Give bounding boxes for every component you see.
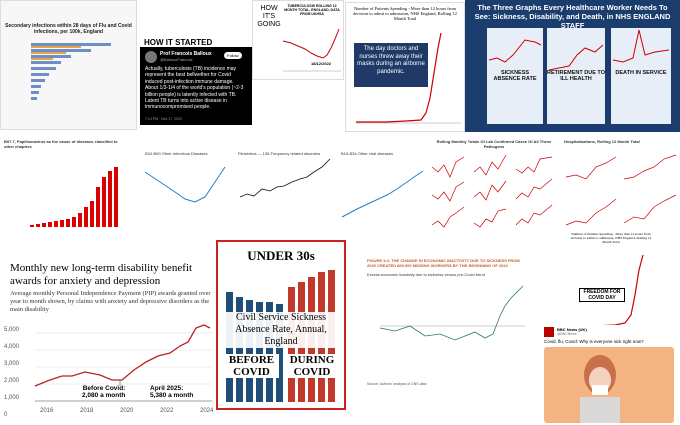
tweet: Prof Francois Balloux @BallouxFrancois F… bbox=[140, 47, 252, 125]
title: Number of Patients Spending - More than … bbox=[570, 232, 652, 244]
panel-label: SICKNESS ABSENCE RATE bbox=[493, 70, 537, 82]
date: 18/12/2022 bbox=[311, 61, 332, 66]
panel-label: RETIREMENT DUE TO ILL HEALTH bbox=[547, 70, 605, 82]
title: Secondary infections within 28 days of F… bbox=[5, 23, 132, 35]
subtitle: Average monthly Personal Independence Pa… bbox=[10, 290, 211, 313]
tick-label: 5,000 bbox=[4, 327, 20, 333]
bars bbox=[30, 167, 118, 227]
pathogens-tile: Rolling Monthly Totals Of Lab Confirmed … bbox=[428, 137, 560, 235]
panel-label: DEATH IN SERVICE bbox=[615, 70, 667, 76]
handle: @BBCNews bbox=[557, 332, 577, 336]
viral-tile: B15-B34 Other viral diseases bbox=[337, 137, 425, 235]
tick-label: 2016 bbox=[40, 408, 54, 414]
during-label: DURING COVID bbox=[284, 354, 340, 378]
before-label: BEFORE COVID bbox=[224, 354, 279, 378]
avatar bbox=[544, 327, 554, 337]
tick-label: 4,000 bbox=[4, 344, 20, 350]
heading: HOW IT'S GOING bbox=[257, 5, 281, 28]
bbc-tile: BBC News (UK) @BBCNews Covid, flu, Covid… bbox=[540, 325, 680, 425]
bars bbox=[31, 43, 111, 100]
tweet-body: Actually, tuberculosis (TB) incidence ma… bbox=[145, 66, 244, 111]
title: B34-B99 Other Infectious Diseases bbox=[145, 151, 208, 156]
papilloma-tile: B97.7, Papillomavirus as the cause of di… bbox=[0, 137, 128, 235]
tick-label: 3,000 bbox=[4, 361, 20, 367]
handle: @BallouxFrancois bbox=[160, 57, 193, 62]
title: TUBERCULOSIS ROLLING 12 MONTH TOTAL, ENG… bbox=[284, 4, 340, 16]
title: Pleisiotrus — 136 Frequency related diso… bbox=[238, 151, 321, 156]
tick-label: 0 bbox=[4, 412, 8, 418]
tick-label: 2,000 bbox=[4, 378, 20, 384]
frequency-tile: Pleisiotrus — 136 Frequency related diso… bbox=[232, 137, 335, 235]
annotation: Before Covid: 2,080 a month bbox=[82, 385, 126, 399]
infections-tile: Secondary infections within 28 days of F… bbox=[0, 0, 137, 130]
callout: The day doctors and nurses threw away th… bbox=[354, 43, 428, 87]
author: Prof Francois Balloux bbox=[160, 51, 212, 57]
title: Rolling Monthly Totals Of Lab Confirmed … bbox=[436, 139, 552, 149]
tb-line bbox=[282, 28, 341, 72]
inactivity-chart bbox=[379, 285, 525, 341]
title: B15-B34 Other viral diseases bbox=[341, 151, 394, 156]
avatar bbox=[145, 51, 157, 63]
subtitle: Excess economic inactivity due to sickne… bbox=[367, 272, 485, 277]
waits-tile: Number of Patients Spending - More than … bbox=[345, 2, 465, 132]
freedom-tile: Number of Patients Spending - More than … bbox=[565, 230, 657, 330]
mini-charts bbox=[431, 154, 553, 228]
title: The Three Graphs Every Healthcare Worker… bbox=[474, 3, 671, 30]
title: Hospitalisations, Rolling 12 Month Total bbox=[564, 139, 640, 144]
tick-label: 2018 bbox=[80, 408, 94, 414]
tb-tile: HOW IT'S GOING TUBERCULOSIS ROLLING 12 M… bbox=[252, 0, 344, 80]
infectious-tile: B34-B99 Other Infectious Diseases bbox=[135, 137, 230, 235]
line bbox=[341, 170, 424, 218]
inactivity-tile: FIGURE 3.4: THE CHANGE IN ECONOMIC INACT… bbox=[365, 256, 530, 391]
title: B97.7, Papillomavirus as the cause of di… bbox=[4, 139, 118, 149]
freedom-line bbox=[569, 254, 644, 327]
title: Civil Service Sickness Absence Rate, Ann… bbox=[224, 312, 338, 348]
heading: HOW IT STARTED bbox=[144, 38, 213, 47]
source: Source: Authors' analysis of ONS data bbox=[367, 382, 427, 386]
annotation: April 2025: 5,380 a month bbox=[150, 385, 194, 399]
line bbox=[144, 166, 226, 203]
hospital-tile: Hospitalisations, Rolling 12 Month Total bbox=[562, 137, 680, 235]
photo bbox=[544, 347, 674, 423]
title: FIGURE 3.4: THE CHANGE IN ECONOMIC INACT… bbox=[367, 258, 520, 268]
disability-tile: Monthly new long-term disability benefit… bbox=[0, 258, 215, 425]
tick-label: 2024 bbox=[200, 408, 214, 414]
waits-line bbox=[356, 32, 461, 124]
tick-label: 1,000 bbox=[4, 395, 20, 401]
account: BBC News (UK) bbox=[557, 327, 587, 332]
line bbox=[239, 158, 331, 198]
time: 7:14 PM · Dec 17, 2022 bbox=[145, 117, 182, 121]
follow-button[interactable]: Follow bbox=[224, 52, 242, 59]
staff-charts bbox=[487, 28, 671, 124]
mini-charts bbox=[565, 154, 677, 226]
tick-label: 2022 bbox=[160, 408, 174, 414]
tweet-tile: HOW IT STARTED Prof Francois Balloux @Ba… bbox=[140, 0, 252, 128]
civil-tile: UNDER 30s Civil Service Sickness Absence… bbox=[216, 240, 346, 410]
callout: FREEDOM FOR COVID DAY bbox=[579, 288, 625, 302]
tick-label: 2020 bbox=[120, 408, 134, 414]
disability-chart bbox=[34, 324, 212, 402]
title: Number of Patients Spending - More than … bbox=[353, 6, 457, 21]
title: Monthly new long-term disability benefit… bbox=[10, 262, 193, 287]
staff-tile: The Three Graphs Every Healthcare Worker… bbox=[465, 0, 680, 132]
heading: UNDER 30s bbox=[247, 248, 315, 263]
body: Covid, flu, Covid: Why is everyone sick … bbox=[544, 339, 644, 344]
